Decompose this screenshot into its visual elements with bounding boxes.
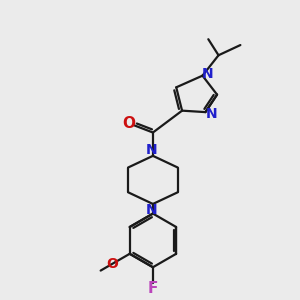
Text: O: O	[122, 116, 135, 131]
Text: N: N	[146, 143, 157, 157]
Text: N: N	[206, 106, 217, 121]
Text: N: N	[146, 203, 157, 217]
Text: F: F	[148, 281, 158, 296]
Text: N: N	[202, 67, 214, 81]
Text: O: O	[106, 257, 118, 271]
